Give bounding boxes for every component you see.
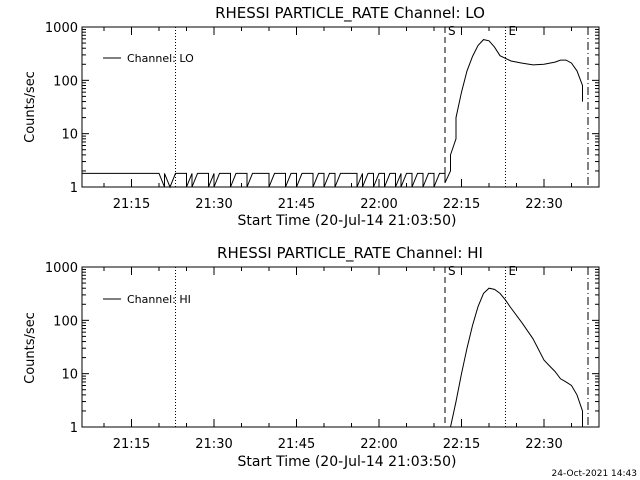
x-tick-label: 22:15 <box>443 437 480 452</box>
x-tick-label: 21:30 <box>195 437 232 452</box>
x-axis-label: Start Time (20-Jul-14 21:03:50) <box>237 213 456 229</box>
legend-label: Channel: HI <box>127 293 191 306</box>
x-tick-label: 21:15 <box>113 197 150 212</box>
series-layer <box>450 287 583 428</box>
y-tick-label: 10 <box>61 368 78 383</box>
x-axis: 21:15 21:30 21:45 22:00 22:15 22:30 <box>103 267 600 452</box>
x-tick-label: 22:30 <box>525 197 562 212</box>
y-tick-label: 100 <box>53 74 78 89</box>
y-tick-label: 1 <box>70 421 78 436</box>
plot-frame <box>81 26 600 188</box>
y-tick-label: 1 <box>70 181 78 196</box>
x-tick-label: 22:30 <box>525 437 562 452</box>
series-line <box>450 287 583 428</box>
y-axis: 1 10 100 1000 <box>45 261 599 436</box>
marker-label: S <box>448 24 456 38</box>
series-line <box>82 39 583 189</box>
legend-label: Channel: LO <box>127 52 194 65</box>
y-tick-label: 1000 <box>45 21 78 36</box>
legend: Channel: HI <box>103 293 191 306</box>
x-tick-label: 21:45 <box>278 197 315 212</box>
y-tick-label: 10 <box>61 128 78 143</box>
chart-title: RHESSI PARTICLE_RATE Channel: LO <box>215 4 485 23</box>
marker-label: E <box>509 264 517 278</box>
y-tick-label: 1000 <box>45 261 78 276</box>
x-tick-label: 22:15 <box>443 197 480 212</box>
x-tick-label: 21:30 <box>195 197 232 212</box>
y-axis-label: Counts/sec <box>23 71 38 143</box>
x-tick-label: 22:00 <box>360 197 397 212</box>
y-axis-label: Counts/sec <box>23 312 38 384</box>
y-axis: 1 10 100 1000 <box>45 21 599 196</box>
legend: Channel: LO <box>103 52 194 65</box>
marker-label: S <box>448 264 456 278</box>
x-axis: 21:15 21:30 21:45 22:00 22:15 22:30 <box>103 27 600 212</box>
series-layer <box>82 39 583 189</box>
x-tick-label: 21:45 <box>278 437 315 452</box>
chart-title: RHESSI PARTICLE_RATE Channel: HI <box>217 244 483 263</box>
x-axis-label: Start Time (20-Jul-14 21:03:50) <box>237 454 456 470</box>
marker-label: E <box>509 24 517 38</box>
y-tick-label: 100 <box>53 314 78 329</box>
x-tick-label: 22:00 <box>360 437 397 452</box>
x-tick-label: 21:15 <box>113 437 150 452</box>
plot-frame <box>81 266 600 428</box>
timestamp-label: 24-Oct-2021 14:43 <box>552 469 637 479</box>
